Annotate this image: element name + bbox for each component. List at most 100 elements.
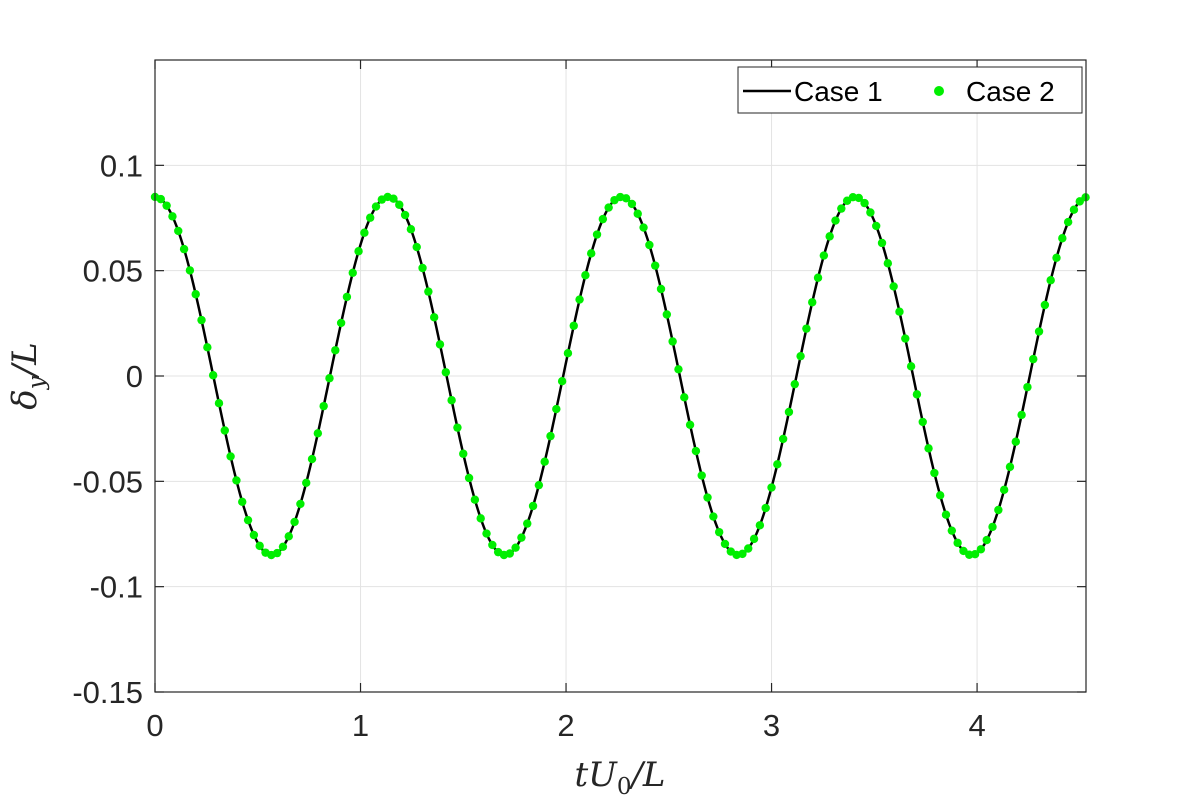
series-case-2-point bbox=[837, 204, 846, 213]
series-case-2-point bbox=[284, 532, 293, 541]
series-case-2-point bbox=[621, 194, 631, 203]
series-case-2-point bbox=[645, 240, 654, 250]
series-case-2-point bbox=[808, 298, 817, 307]
series-case-2-point bbox=[429, 313, 439, 322]
series-case-2-point bbox=[366, 213, 375, 222]
series-case-2-point bbox=[749, 534, 759, 544]
series-case-2-point bbox=[185, 266, 195, 275]
x-axis-label-main: tU bbox=[574, 755, 618, 795]
series-case-2-point bbox=[796, 351, 805, 361]
series-case-2-point bbox=[179, 244, 189, 254]
series-case-2-point bbox=[464, 473, 474, 483]
series-case-2-point bbox=[243, 515, 253, 525]
series-case-2-point bbox=[627, 199, 637, 209]
series-case-2-point bbox=[668, 337, 677, 346]
series-case-2-point bbox=[412, 242, 421, 252]
series-case-2-point bbox=[569, 321, 578, 330]
series-case-2-point bbox=[272, 548, 282, 558]
series-case-2-point bbox=[784, 407, 794, 417]
series-case-2-point bbox=[1023, 382, 1032, 392]
series-case-2-point bbox=[459, 449, 468, 458]
series-case-2-point bbox=[313, 429, 323, 438]
series-case-2-point bbox=[656, 284, 666, 294]
x-tick-label: 0 bbox=[146, 708, 163, 743]
series-case-2-point bbox=[767, 483, 776, 492]
series-case-2-point bbox=[773, 460, 782, 469]
series-case-2-point bbox=[441, 368, 451, 377]
series-case-2-point bbox=[1011, 437, 1020, 446]
series-case-2-point bbox=[662, 310, 672, 319]
series-case-2-point bbox=[220, 426, 229, 435]
series-case-2-point bbox=[389, 194, 398, 203]
series-case-2-point bbox=[1017, 410, 1026, 420]
series-case-2-point bbox=[371, 202, 381, 211]
series-case-2-point bbox=[918, 417, 927, 427]
x-tick-labels: 0 1 2 3 4 bbox=[146, 708, 985, 743]
series-case-2-point bbox=[488, 540, 497, 550]
series-case-2-point bbox=[162, 201, 171, 210]
series-case-2-point bbox=[819, 251, 829, 260]
series-case-2-point bbox=[674, 365, 683, 374]
series-case-2-point bbox=[1034, 327, 1044, 336]
legend-box bbox=[737, 66, 1083, 114]
x-tick-label: 2 bbox=[557, 708, 574, 743]
series-case-2-point bbox=[714, 527, 724, 537]
series-case-2-point bbox=[1040, 300, 1050, 310]
series-case-2-point bbox=[418, 263, 427, 273]
series-case-2-point bbox=[685, 420, 695, 429]
series-case-2 bbox=[150, 192, 1090, 560]
series-case-2-point bbox=[336, 318, 346, 328]
series-case-2-point bbox=[435, 340, 445, 349]
series-case-2-point bbox=[831, 216, 840, 225]
series-case-2-point bbox=[587, 249, 596, 258]
series-case-2-point bbox=[598, 214, 608, 224]
series-case-2-point bbox=[906, 362, 916, 371]
series-case-2-point bbox=[604, 203, 613, 212]
series-case-2-point bbox=[976, 545, 986, 554]
series-case-2-point bbox=[302, 478, 311, 488]
series-case-2-point bbox=[709, 512, 718, 521]
series-case-2-point bbox=[592, 230, 602, 239]
series-case-2-point bbox=[546, 431, 555, 441]
series-case-2-point bbox=[342, 292, 352, 302]
series-case-2-point bbox=[877, 238, 887, 248]
series-case-2-point bbox=[691, 446, 701, 456]
series-case-2-point bbox=[208, 371, 218, 380]
x-axis-label: tU0/L bbox=[574, 755, 665, 800]
series-case-2-point bbox=[517, 533, 526, 542]
y-axis-label: δy/L bbox=[5, 342, 50, 410]
series-case-2-point bbox=[255, 541, 264, 551]
legend: Case 1 Case 2 bbox=[737, 66, 1083, 114]
y-tick-label: -0.15 bbox=[72, 675, 143, 710]
series-case-2-point bbox=[511, 543, 520, 552]
series-case-2-point bbox=[331, 346, 340, 355]
series-case-2-point bbox=[633, 209, 642, 218]
series-case-2-point bbox=[453, 423, 462, 432]
x-tick-label: 1 bbox=[352, 708, 369, 743]
series-case-2-point bbox=[482, 529, 491, 538]
series-case-2-point bbox=[191, 290, 200, 299]
y-axis-label-main: δ bbox=[5, 389, 45, 409]
series-case-2-point bbox=[866, 208, 875, 217]
series-case-2-point bbox=[534, 480, 544, 490]
series-case-2-point bbox=[307, 454, 317, 464]
y-axis-label-tail: /L bbox=[5, 342, 45, 379]
series-case-2-point bbox=[650, 261, 660, 270]
series-case-2-point bbox=[941, 510, 951, 519]
series-case-2-point bbox=[197, 315, 206, 325]
y-tick-label: 0.05 bbox=[83, 254, 143, 289]
series-case-2-point bbox=[406, 225, 416, 234]
series-case-2-point bbox=[813, 273, 823, 282]
series-case-2-point bbox=[325, 374, 334, 383]
series-case-2-point bbox=[400, 210, 410, 220]
x-tick-label: 3 bbox=[763, 708, 780, 743]
series-case-2-point bbox=[354, 247, 363, 256]
series-case-2-point bbox=[988, 522, 997, 532]
series-case-2-point bbox=[168, 212, 177, 221]
series-case-2-point bbox=[720, 539, 730, 549]
y-tick-label: -0.1 bbox=[90, 570, 143, 605]
series-case-2-point bbox=[1069, 205, 1079, 214]
x-axis-label-sub: 0 bbox=[617, 774, 632, 800]
series-case-2-point bbox=[883, 259, 893, 268]
